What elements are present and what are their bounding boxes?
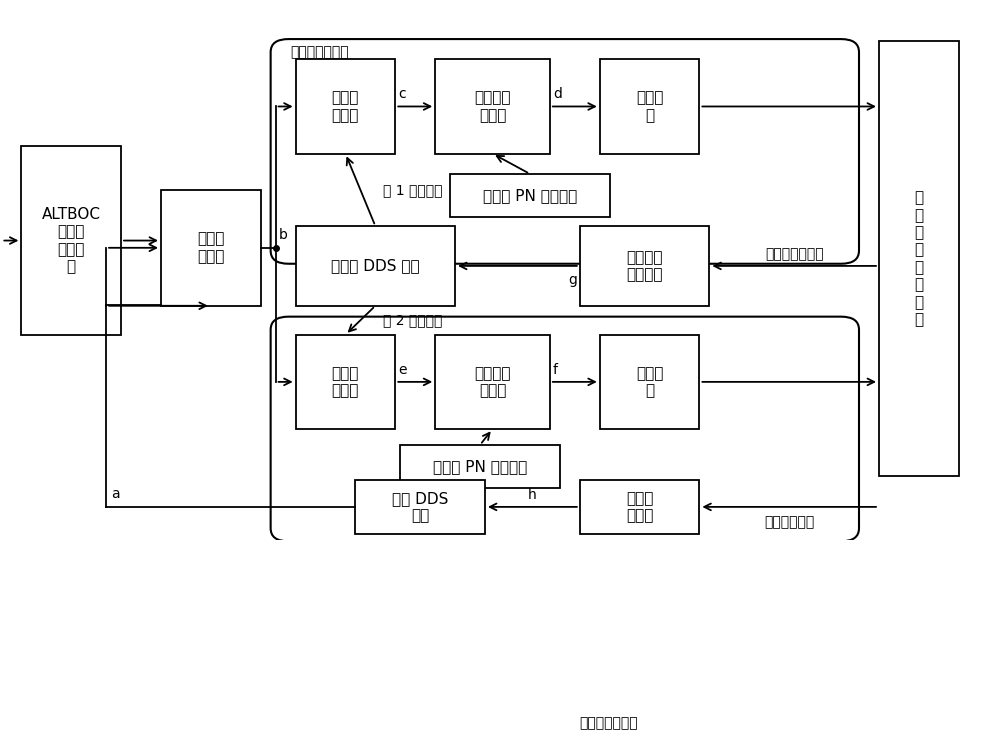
Text: 载波环
路滤波: 载波环 路滤波	[626, 490, 653, 523]
Text: c: c	[398, 88, 406, 101]
Text: 下变频
模块一: 下变频 模块一	[197, 232, 224, 264]
Bar	[296, 226, 455, 306]
Text: 载波 DDS
模块: 载波 DDS 模块	[392, 490, 448, 523]
Text: 相乘解扩
模块一: 相乘解扩 模块一	[474, 91, 511, 123]
Text: 子载波误差信号: 子载波误差信号	[765, 247, 823, 261]
Text: 载波误差信号: 载波误差信号	[764, 516, 814, 530]
Bar	[450, 174, 610, 218]
Bar	[296, 335, 395, 429]
Bar	[435, 335, 550, 429]
Text: 第 2 路子载波: 第 2 路子载波	[383, 314, 443, 327]
Text: 第 1 路子载波: 第 1 路子载波	[383, 183, 443, 197]
Text: f: f	[553, 363, 558, 377]
Bar	[580, 480, 699, 534]
Bar	[400, 445, 560, 488]
Bar	[600, 59, 699, 154]
Text: 子载波环
路滤波器: 子载波环 路滤波器	[626, 250, 663, 282]
Text: 下变频
模块二: 下变频 模块二	[332, 91, 359, 123]
Bar	[600, 335, 699, 429]
Text: 相关器
二: 相关器 二	[636, 366, 663, 398]
Bar	[355, 480, 485, 534]
Bar	[879, 42, 959, 476]
Bar	[296, 59, 395, 154]
Text: 下边带处理电路: 下边带处理电路	[580, 716, 638, 730]
Text: 子载波 DDS 模块: 子载波 DDS 模块	[331, 259, 420, 273]
Text: 相乘解扩
模块二: 相乘解扩 模块二	[474, 366, 511, 398]
Bar	[435, 59, 550, 154]
Text: 第一路 PN 码输入端: 第一路 PN 码输入端	[483, 188, 577, 203]
Text: 上边带处理电路: 上边带处理电路	[291, 45, 349, 59]
Text: b: b	[279, 228, 287, 242]
Text: 相关器
一: 相关器 一	[636, 91, 663, 123]
Text: 第二路 PN 码输入端: 第二路 PN 码输入端	[433, 459, 527, 474]
Bar	[161, 189, 261, 306]
Bar	[580, 226, 709, 306]
Text: a: a	[111, 487, 120, 501]
Text: 加
权
组
合
鉴
别
模
块: 加 权 组 合 鉴 别 模 块	[914, 190, 923, 327]
Text: d: d	[553, 88, 562, 101]
Bar	[21, 146, 121, 335]
Text: h: h	[528, 488, 537, 502]
Text: e: e	[398, 363, 407, 377]
Text: ALTBOC
中频信
号输入
端: ALTBOC 中频信 号输入 端	[42, 207, 101, 274]
Text: g: g	[568, 273, 577, 287]
Text: 下变频
模块三: 下变频 模块三	[332, 366, 359, 398]
